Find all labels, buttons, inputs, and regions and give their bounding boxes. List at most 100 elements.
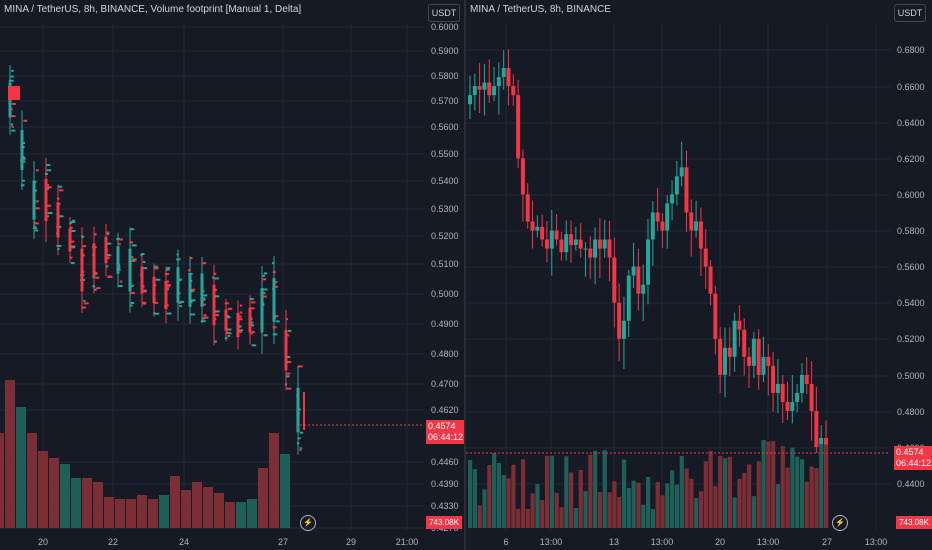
- left-footprint-cell: [238, 329, 243, 332]
- left-volume-bar: [280, 454, 290, 528]
- right-volume-bar: [597, 492, 603, 528]
- left-y-tick-label: 0.5800: [431, 71, 459, 81]
- left-footprint-cell: [285, 318, 289, 321]
- left-y-tick-label: 0.4700: [431, 379, 459, 389]
- right-candle-body: [482, 82, 487, 90]
- lightning-gear-icon[interactable]: ⚡: [300, 515, 316, 531]
- lightning-gear-icon[interactable]: ⚡: [832, 515, 848, 531]
- right-candle-body: [761, 356, 766, 375]
- right-candle-body: [766, 356, 771, 366]
- left-currency-button[interactable]: USDT: [428, 4, 460, 22]
- right-volume-bar: [684, 468, 689, 528]
- left-footprint-cell: [249, 298, 254, 301]
- left-footprint-cell: [166, 267, 171, 270]
- left-footprint-cell: [106, 265, 109, 268]
- left-footprint-cell: [10, 115, 16, 118]
- left-y-tick-label: 0.5400: [431, 176, 459, 186]
- right-candle-body: [670, 194, 675, 204]
- right-last-price: 0.4574: [896, 447, 924, 457]
- right-candle-body: [631, 266, 636, 276]
- left-footprint-cell: [214, 340, 217, 343]
- right-volume-bar: [804, 481, 809, 528]
- right-candle-body: [646, 239, 650, 285]
- left-footprint-cell: [178, 301, 182, 304]
- right-candle-body: [626, 275, 631, 321]
- left-footprint-cell: [225, 329, 228, 332]
- right-y-tick-label: 0.6400: [897, 118, 925, 128]
- right-candle-body: [660, 221, 665, 231]
- right-candle-body: [520, 158, 525, 195]
- left-footprint-cell: [107, 275, 113, 278]
- right-volume-bar: [775, 484, 781, 528]
- right-currency-button[interactable]: USDT: [894, 4, 926, 22]
- right-candle-body: [771, 365, 776, 393]
- right-volume-bar: [703, 461, 708, 528]
- left-footprint-cell: [129, 228, 135, 231]
- left-footprint-cell: [20, 184, 25, 187]
- right-x-tick-label: 13:00: [651, 537, 674, 547]
- left-footprint-cell: [202, 298, 206, 301]
- left-footprint-cell: [129, 284, 134, 287]
- left-footprint-cell: [22, 142, 26, 145]
- right-candle-body: [506, 68, 511, 87]
- right-candle-body: [747, 356, 752, 366]
- left-footprint-body: [212, 284, 216, 326]
- right-volume-bar: [544, 455, 550, 528]
- right-x-tick-label: 27: [822, 537, 832, 547]
- left-footprint-cell: [143, 267, 148, 270]
- left-footprint-cell: [287, 360, 292, 363]
- left-volume-bar: [82, 478, 92, 528]
- left-footprint-cell: [95, 276, 100, 279]
- left-footprint-body: [140, 266, 144, 294]
- left-volume-bar: [247, 499, 257, 528]
- left-footprint-cell: [35, 207, 40, 210]
- right-volume-bar: [535, 484, 540, 528]
- left-volume-tag: 743.08K: [426, 516, 462, 529]
- left-footprint-cell: [179, 305, 182, 308]
- left-footprint-cell: [106, 254, 111, 257]
- left-footprint-body: [236, 312, 240, 338]
- left-y-tick-label: 0.4330: [431, 501, 459, 511]
- right-chart-pane[interactable]: 0.6800 0.6600 0.6400 0.6200 0.6000 0.5800 0.56…: [466, 0, 932, 550]
- right-volume-bar: [511, 464, 516, 528]
- left-chart-canvas[interactable]: 0.6000 0.5900 0.5800 0.5700 0.5600 0.5500 0.54…: [0, 0, 464, 550]
- right-candle-body: [559, 239, 564, 253]
- right-candle-body: [737, 320, 742, 330]
- right-volume-bar: [626, 488, 631, 528]
- right-candle-body: [703, 248, 708, 267]
- right-candle-body: [708, 266, 713, 294]
- left-footprint-cell: [166, 280, 170, 283]
- left-footprint-cell: [237, 318, 243, 321]
- pane-divider[interactable]: [464, 0, 466, 550]
- right-candle-body: [496, 77, 501, 87]
- right-volume-bar: [636, 482, 641, 528]
- left-footprint-cell: [188, 269, 191, 272]
- left-footprint-cell: [92, 276, 95, 279]
- right-y-tick-label: 0.4800: [897, 407, 925, 417]
- left-footprint-cell: [239, 304, 243, 307]
- left-footprint-cell: [131, 244, 137, 247]
- right-candle-body: [573, 239, 578, 245]
- left-footprint-cell: [82, 236, 85, 239]
- left-footprint-cell: [239, 330, 242, 333]
- left-x-tick-label: 24: [179, 537, 189, 547]
- right-candle-body: [698, 221, 703, 249]
- left-volume-bar: [148, 499, 158, 528]
- right-candle-body: [487, 82, 492, 96]
- right-volume-bar: [472, 469, 478, 528]
- right-y-tick-label: 0.6600: [897, 82, 925, 92]
- left-footprint-cell: [130, 302, 135, 305]
- right-volume-bar: [674, 484, 680, 528]
- left-footprint-cell: [239, 311, 243, 314]
- left-footprint-body: [248, 307, 252, 333]
- left-footprint-cell: [200, 320, 206, 323]
- left-last-price-tag: 0.4574 06:44:12: [426, 420, 464, 444]
- right-candle-body: [809, 383, 814, 411]
- right-volume-bar: [588, 454, 593, 528]
- left-footprint-cell: [140, 253, 145, 256]
- left-chart-pane[interactable]: 0.6000 0.5900 0.5800 0.5700 0.5600 0.5500 0.54…: [0, 0, 464, 550]
- left-footprint-cell: [69, 226, 73, 229]
- right-candle-body: [674, 176, 679, 195]
- right-chart-canvas[interactable]: 0.6800 0.6600 0.6400 0.6200 0.6000 0.5800 0.56…: [466, 0, 932, 550]
- left-volume-bar: [170, 476, 180, 528]
